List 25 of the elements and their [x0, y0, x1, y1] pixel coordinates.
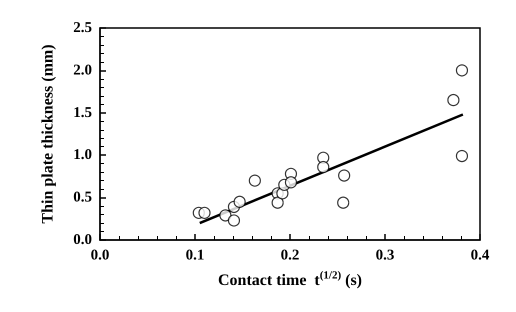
- point: [447, 94, 460, 106]
- point: [317, 160, 330, 174]
- x-tick-label: 0.0: [90, 248, 110, 264]
- point: [456, 64, 468, 76]
- point: [234, 196, 246, 208]
- point: [337, 196, 350, 209]
- y-tick-label: 2.5: [73, 20, 92, 36]
- point: [338, 169, 350, 182]
- point: [219, 209, 232, 222]
- point: [272, 196, 284, 209]
- point: [284, 176, 298, 188]
- x-tick-label: 0.2: [280, 248, 300, 264]
- point: [456, 150, 468, 162]
- point: [248, 174, 261, 187]
- x-tick-label: 0.4: [470, 248, 490, 264]
- x-tick-label: 0.1: [186, 248, 204, 264]
- point: [198, 206, 211, 219]
- point: [228, 214, 240, 227]
- x-tick-label: 0.3: [376, 248, 394, 264]
- y-tick-label: 2.0: [73, 62, 92, 78]
- y-tick-label: 1.0: [73, 147, 92, 164]
- y-tick-label: 0.5: [73, 190, 92, 206]
- y-axis-title: Thin plate thickness (mm): [40, 44, 56, 224]
- y-tick-label: 0.0: [73, 232, 92, 248]
- y-tick-label: 1.5: [73, 104, 92, 121]
